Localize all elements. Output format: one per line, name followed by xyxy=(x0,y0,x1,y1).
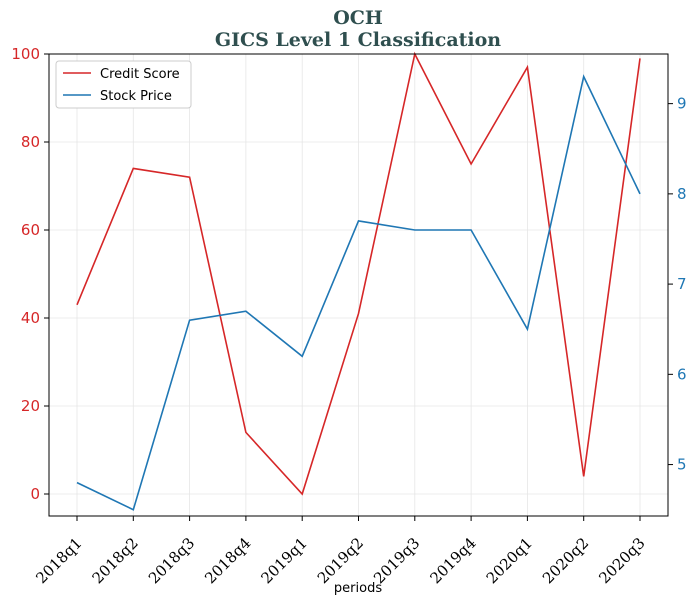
left-y-tick-label: 0 xyxy=(30,485,40,503)
left-y-tick-label: 100 xyxy=(11,45,40,63)
x-tick-label: 2019q1 xyxy=(258,534,311,587)
series-line-credit-score xyxy=(76,51,641,496)
legend-label: Stock Price xyxy=(100,89,172,104)
x-axis-label: periods xyxy=(334,581,382,596)
left-y-tick-label: 60 xyxy=(21,221,40,239)
chart-title: OCH xyxy=(333,7,383,29)
x-tick-label: 2018q3 xyxy=(145,534,198,587)
x-tick-label: 2019q4 xyxy=(426,534,479,587)
chart-subtitle: GICS Level 1 Classification xyxy=(215,29,501,51)
right-y-tick-label: 5 xyxy=(677,456,687,474)
legend: Credit Score Stock Price xyxy=(55,60,192,109)
right-y-tick-label: 9 xyxy=(677,95,687,113)
x-tick-label: 2020q3 xyxy=(595,534,648,587)
left-y-tick-label: 40 xyxy=(21,309,40,327)
series-layer xyxy=(76,51,641,511)
right-y-tick-label: 6 xyxy=(677,365,687,383)
x-tick-label: 2018q2 xyxy=(89,534,142,587)
x-tick-label: 2018q4 xyxy=(201,534,254,587)
left-y-tick-label: 80 xyxy=(21,133,40,151)
legend-label: Credit Score xyxy=(100,67,180,82)
x-tick-label: 2019q3 xyxy=(370,534,423,587)
grid-layer xyxy=(49,53,668,516)
left-y-tick-label: 20 xyxy=(21,397,40,415)
x-tick-label: 2018q1 xyxy=(32,534,85,587)
series-line-stock-price xyxy=(76,74,641,511)
x-tick-label: 2020q2 xyxy=(539,534,592,587)
right-y-tick-label: 7 xyxy=(677,275,687,293)
x-tick-label: 2019q2 xyxy=(314,534,367,587)
right-y-tick-label: 8 xyxy=(677,185,687,203)
axis-layer: 2018q1 2018q2 2018q3 2018q4 2019q1 2019q2 2019… xyxy=(11,45,686,587)
x-tick-label: 2020q1 xyxy=(483,534,536,587)
